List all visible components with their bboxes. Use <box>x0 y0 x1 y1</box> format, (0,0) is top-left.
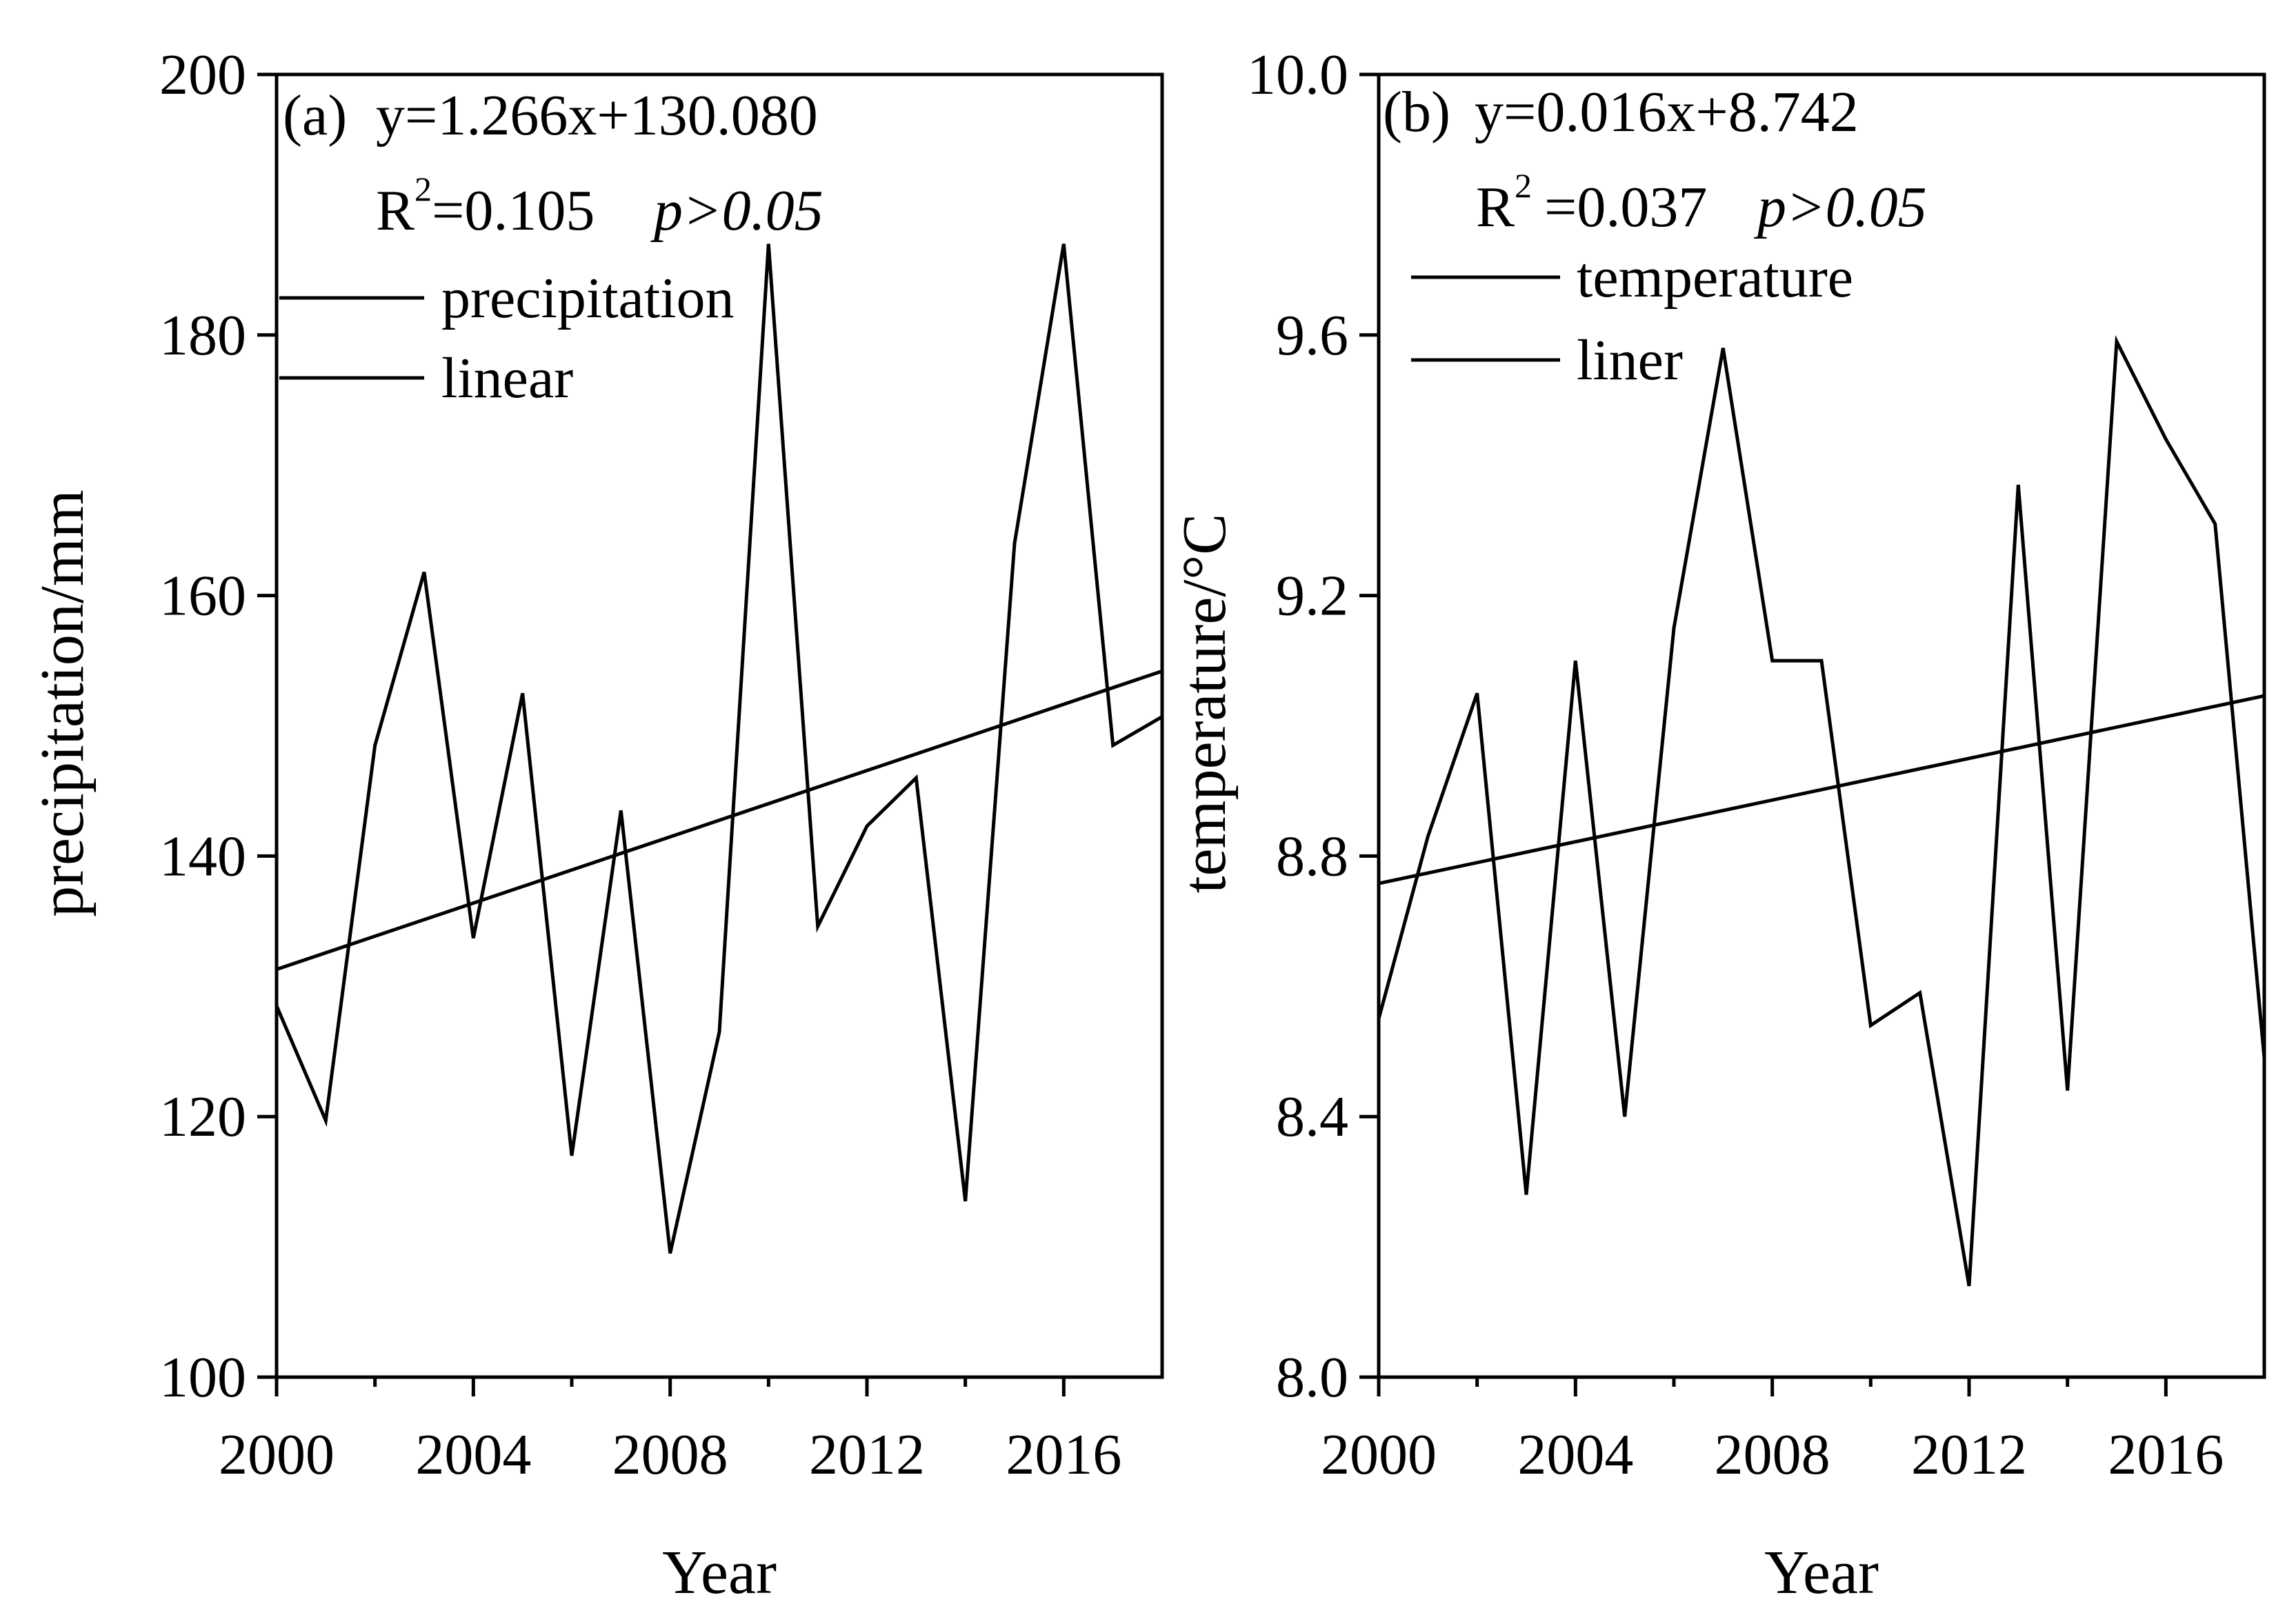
panel-b-r2-sup: 2 <box>1515 166 1532 205</box>
panel-b-x-tick-label: 2000 <box>1321 1423 1437 1487</box>
panel-a-plot-frame <box>274 72 1164 1379</box>
panel-a-y-tick-label: 100 <box>159 1345 246 1410</box>
panel-a-p-value: p>0.05 <box>650 179 823 243</box>
panel-a-series-linear <box>276 669 1163 972</box>
panel-a-y-tick-label: 140 <box>159 824 246 888</box>
panel-b-y-axis-title: temperature/°C <box>1170 514 1239 894</box>
panel-b-equation: y=0.016x+8.742 <box>1475 80 1859 144</box>
panel-b-x-tick-label: 2012 <box>1911 1423 2027 1487</box>
panel-a-y-ticks: 100 120 140 160 180 200 <box>159 43 277 1410</box>
panel-a-y-tick-label: 160 <box>159 564 246 628</box>
panel-b-label: (b) <box>1383 80 1450 144</box>
panel-a-series <box>274 243 1164 1254</box>
panel-a-legend-linear: linear <box>441 346 573 410</box>
panel-a-x-tick-label: 2012 <box>809 1423 925 1487</box>
panel-b-plot-frame <box>1377 72 2266 1379</box>
panel-a-y-tick-label: 200 <box>159 43 246 107</box>
panel-b-y-ticks: 8.0 8.4 8.8 9.2 9.6 10.0 <box>1247 43 1379 1410</box>
panel-b-x-axis-title: Year <box>1764 1538 1879 1604</box>
panel-b-series <box>1377 334 2266 1287</box>
panel-b-x-tick-label: 2004 <box>1517 1423 1633 1487</box>
panel-a-r2-value: =0.105 <box>432 179 595 243</box>
panel-a-series-precipitation <box>274 243 1164 1254</box>
panel-a-x-axis-title: Year <box>662 1538 777 1604</box>
panel-b-series-temperature <box>1377 334 2266 1287</box>
panel-b-y-tick-label: 10.0 <box>1247 43 1348 107</box>
panel-b-r2: R2 =0.037 <box>1476 166 1707 239</box>
panel-a-y-tick-label: 120 <box>159 1085 246 1149</box>
panel-b-series-liner <box>1378 694 2265 885</box>
panel-a-y-tick-label: 180 <box>159 303 246 368</box>
panel-b-r2-value: =0.037 <box>1544 175 1707 239</box>
panel-b-x-tick-label: 2008 <box>1715 1423 1830 1487</box>
panel-b-y-tick-label: 9.2 <box>1276 564 1348 628</box>
panel-a-r2-label: R <box>376 179 415 243</box>
panel-b-p-value: p>0.05 <box>1754 175 1927 239</box>
panel-b-x-tick-label: 2016 <box>2108 1423 2224 1487</box>
panel-b-legend-temperature: temperature <box>1577 245 1853 310</box>
panel-a-x-tick-label: 2016 <box>1006 1423 1121 1487</box>
panel-b-y-tick-label: 8.0 <box>1276 1345 1348 1410</box>
panel-a-x-ticks: 2000 2004 2008 2012 2016 <box>219 1377 1121 1487</box>
panel-a-label: (a) <box>283 83 347 148</box>
panel-a-equation: y=1.266x+130.080 <box>376 83 818 148</box>
panel-b-y-tick-label: 8.8 <box>1276 824 1348 888</box>
panel-b-x-ticks: 2000 2004 2008 2012 2016 <box>1321 1377 2224 1487</box>
panel-a-x-tick-label: 2004 <box>415 1423 531 1487</box>
panel-b-legend-liner: liner <box>1577 328 1683 392</box>
panel-b-temperature: 8.0 8.4 8.8 9.2 9.6 10.0 2000 2004 2008 2012 2016… <box>1170 43 2266 1604</box>
panel-a-legend-precipitation: precipitation <box>441 266 735 330</box>
panel-a-y-axis-title: precipitation/mm <box>28 490 97 917</box>
panel-a-r2: R2=0.105 <box>376 170 595 243</box>
panel-b-y-tick-label: 9.6 <box>1276 303 1348 368</box>
panel-a-r2-sup: 2 <box>415 170 432 208</box>
panel-b-r2-label: R <box>1476 175 1515 239</box>
panel-a-x-tick-label: 2008 <box>612 1423 728 1487</box>
panel-a-x-tick-label: 2000 <box>219 1423 335 1487</box>
panel-b-y-tick-label: 8.4 <box>1276 1085 1348 1149</box>
